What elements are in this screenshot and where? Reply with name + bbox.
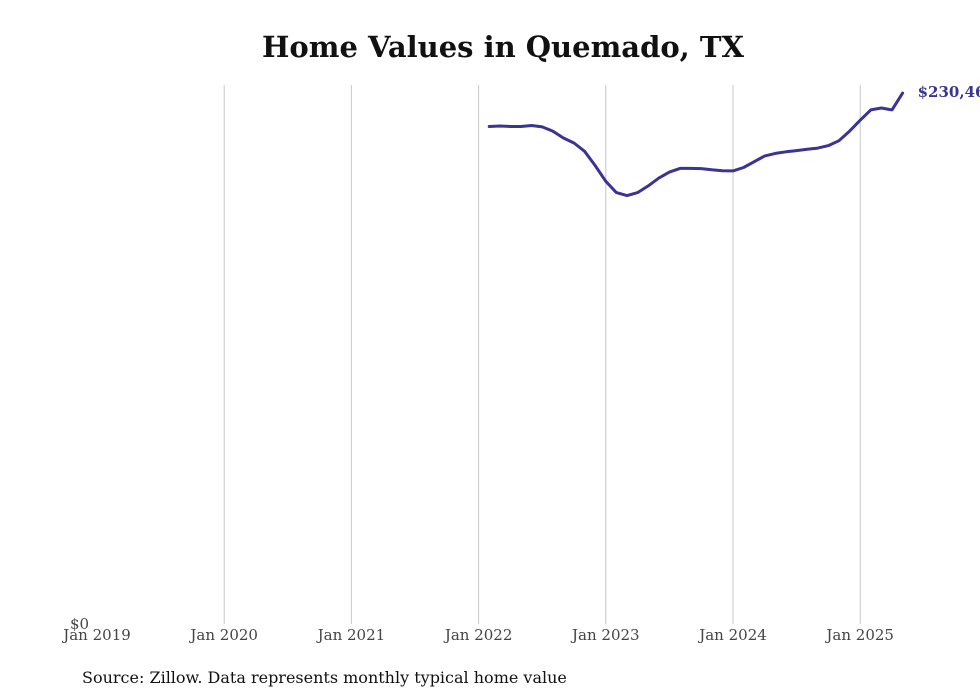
series-line xyxy=(487,91,905,198)
x-tick-label: Jan 2022 xyxy=(443,626,513,644)
x-tick-label: Jan 2021 xyxy=(316,626,386,644)
end-value-label: $230,463 xyxy=(918,83,980,101)
tick-labels: Jan 2019 Jan 2020 Jan 2021 Jan 2022 Jan 2023… xyxy=(61,615,894,644)
grid-lines xyxy=(223,85,861,624)
chart-title: Home Values in Quemado, TX xyxy=(262,30,744,64)
x-tick-label: Jan 2019 xyxy=(61,626,131,644)
y-tick-label: $0 xyxy=(70,615,89,633)
source-note: Source: Zillow. Data represents monthly … xyxy=(82,668,567,687)
x-tick-label: Jan 2023 xyxy=(570,626,640,644)
x-tick-label: Jan 2020 xyxy=(188,626,258,644)
x-tick-label: Jan 2024 xyxy=(697,626,767,644)
x-tick-label: Jan 2025 xyxy=(824,626,894,644)
